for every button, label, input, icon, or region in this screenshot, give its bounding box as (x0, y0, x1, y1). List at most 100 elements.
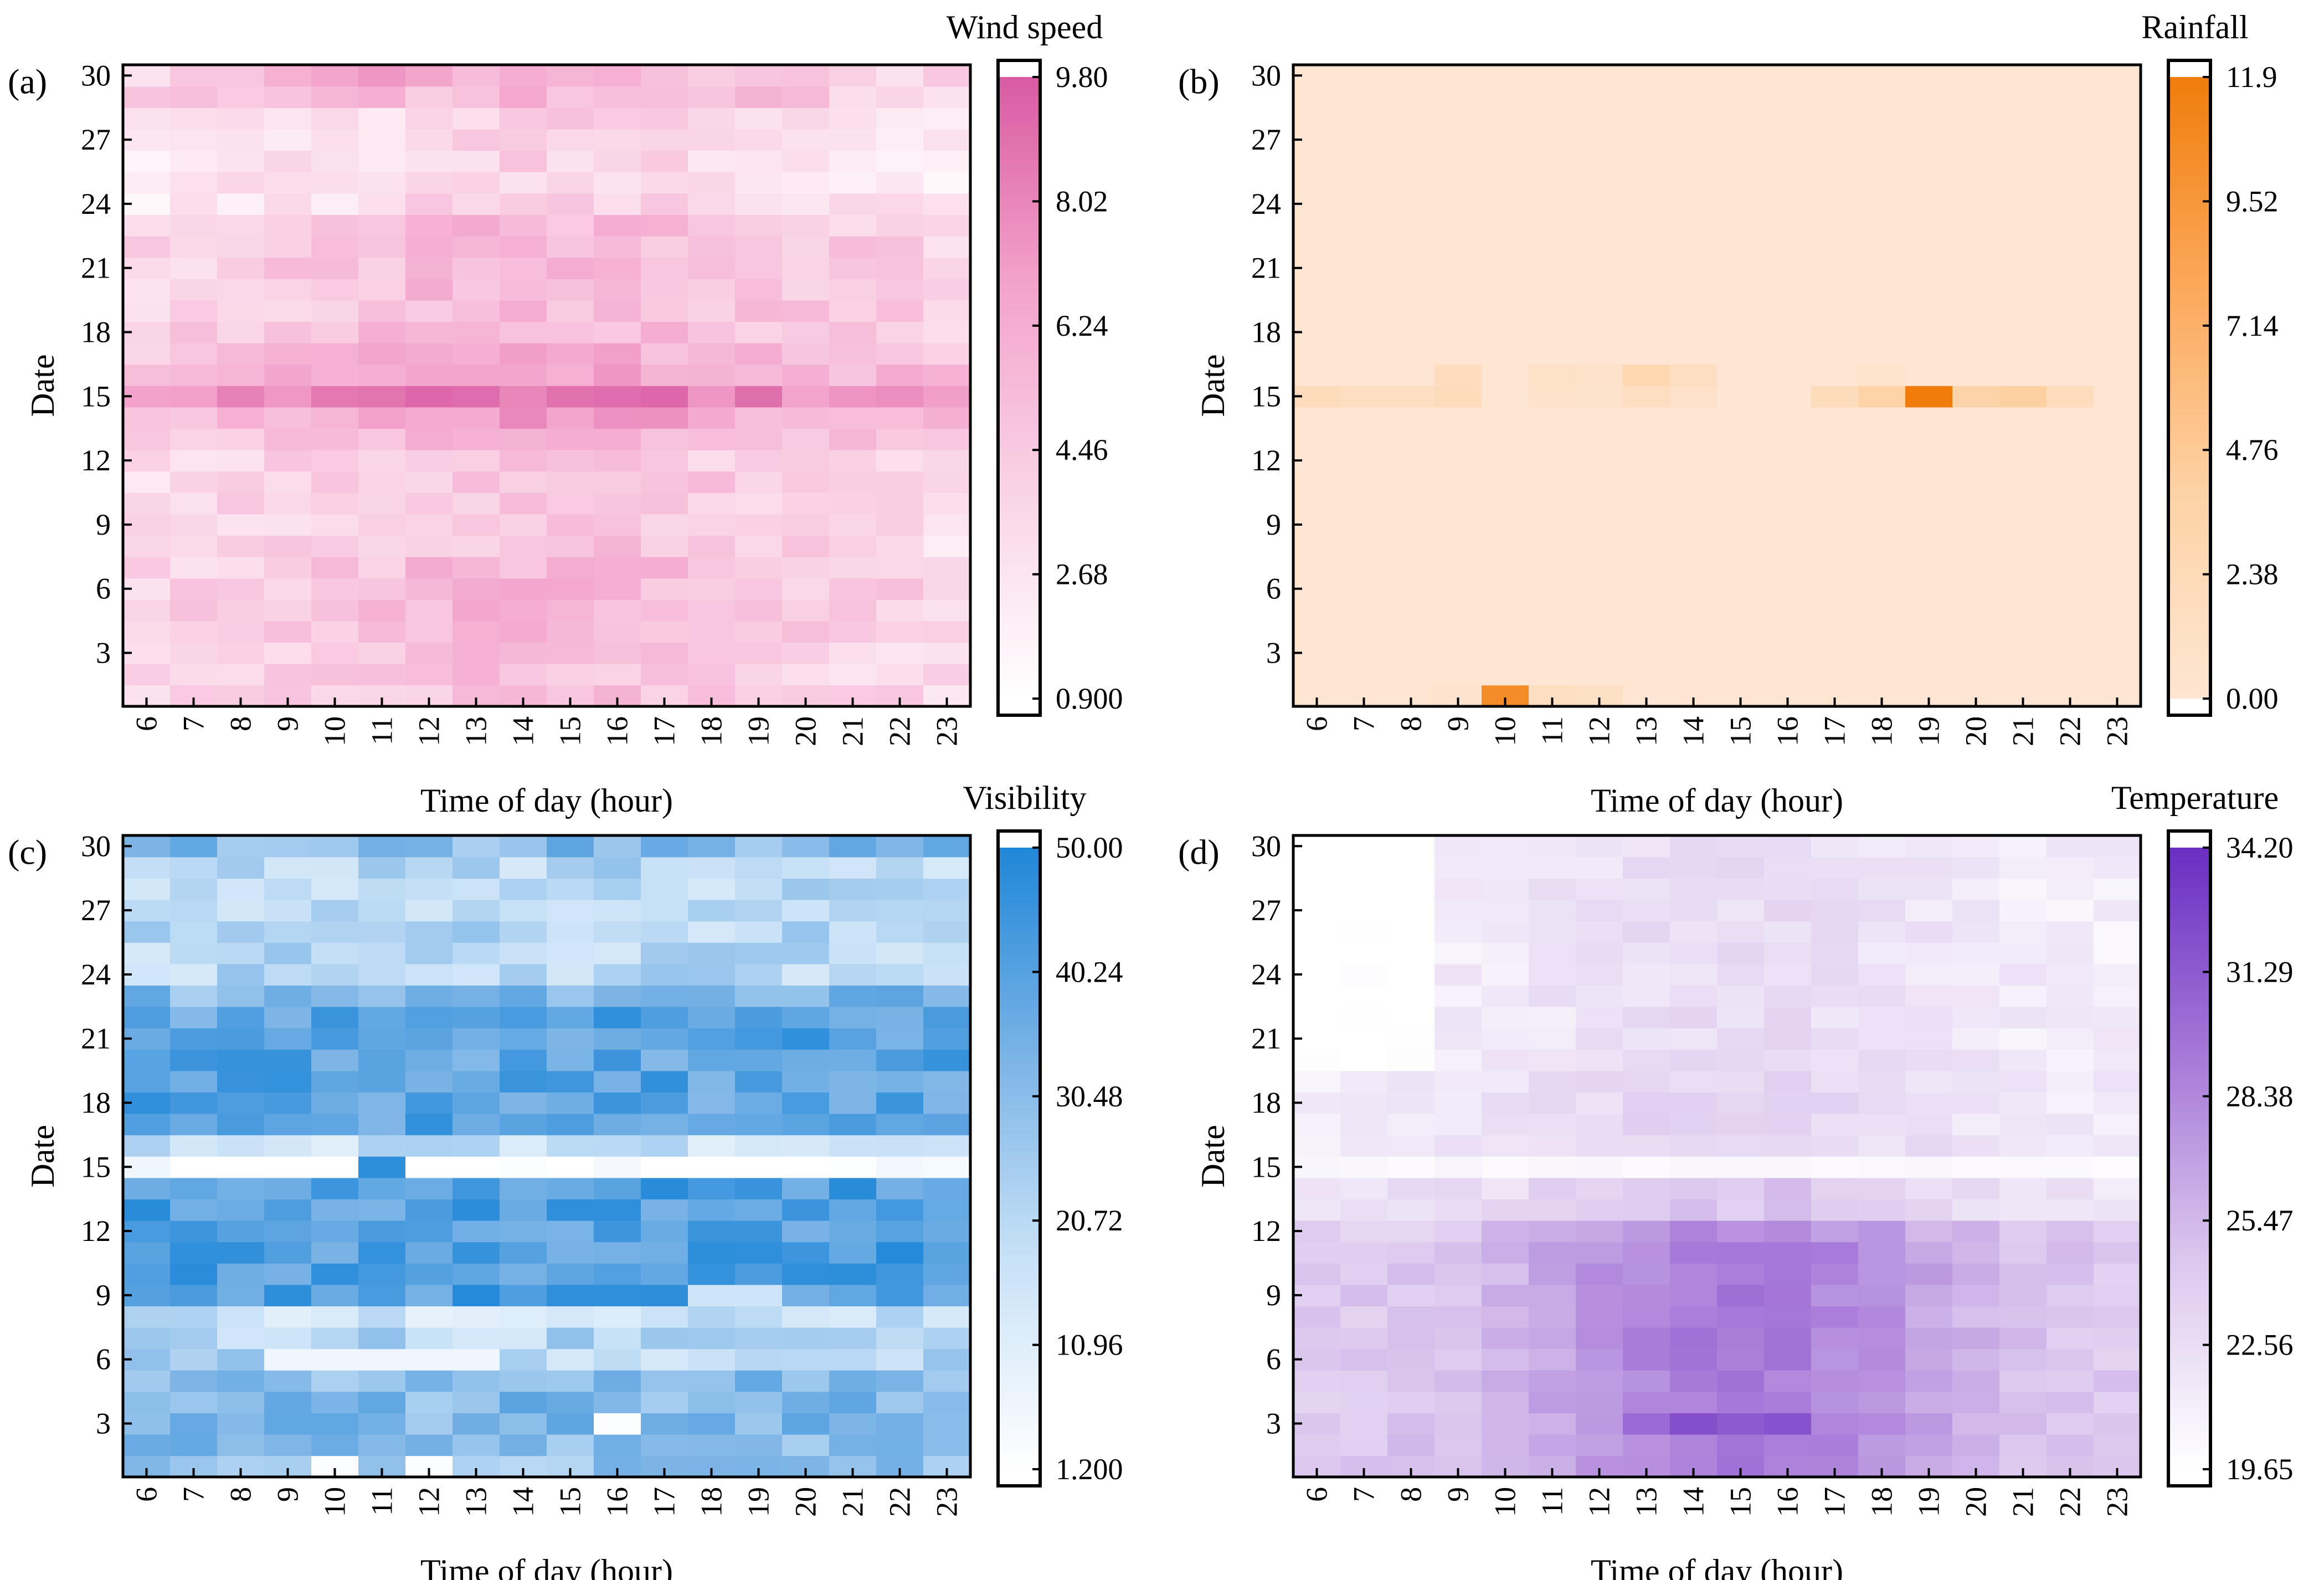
heatmap-cell (735, 172, 783, 194)
heatmap-cell (264, 471, 312, 493)
heatmap-cell (1576, 471, 1623, 493)
heatmap-cell (735, 1413, 783, 1435)
heatmap-cell (311, 193, 359, 215)
heatmap-cell (1340, 1220, 1388, 1243)
heatmap-cell (1717, 578, 1765, 600)
heatmap-cell (217, 172, 265, 194)
heatmap-cell (594, 514, 641, 536)
heatmap-cell (876, 449, 924, 472)
heatmap-cell (735, 321, 783, 343)
heatmap-cell (923, 1284, 971, 1306)
heatmap-cell (1434, 642, 1482, 664)
heatmap-cell (1623, 1135, 1670, 1157)
heatmap-cell (1670, 1263, 1718, 1285)
heatmap-cell (1387, 1306, 1435, 1328)
heatmap-cell (170, 1220, 218, 1243)
heatmap-cell (1293, 300, 1341, 322)
heatmap-cell (1623, 449, 1670, 472)
heatmap-cell (1576, 1156, 1623, 1178)
heatmap-cell (1670, 257, 1718, 279)
heatmap-cell (547, 899, 594, 922)
heatmap-cell (876, 1434, 924, 1456)
heatmap-cell (1952, 449, 2000, 472)
heatmap-cell (1670, 493, 1718, 515)
heatmap-cell (405, 1092, 453, 1114)
heatmap-cell (1952, 257, 2000, 279)
heatmap-cell (2047, 1284, 2094, 1306)
heatmap-cell (500, 1006, 547, 1029)
heatmap-cell (1764, 1220, 1812, 1243)
heatmap-cell (311, 921, 359, 943)
heatmap-cell (500, 1413, 547, 1435)
heatmap-cell (829, 300, 877, 322)
heatmap-cell (1434, 1070, 1482, 1092)
heatmap-cell (217, 257, 265, 279)
heatmap-cell (688, 342, 736, 365)
heatmap-cell (405, 428, 453, 450)
colorbar-gradient (998, 77, 1040, 699)
heatmap-cell (829, 856, 877, 879)
heatmap-cell (1999, 342, 2047, 365)
heatmap-cell (358, 65, 406, 87)
heatmap-cell (829, 1220, 877, 1243)
heatmap-cell (217, 535, 265, 557)
y-tick-label: 6 (1266, 572, 1281, 606)
heatmap-cell (1670, 1413, 1718, 1435)
heatmap-cell (453, 663, 500, 686)
heatmap-cell (500, 407, 547, 429)
heatmap-cell (170, 942, 218, 965)
heatmap-cell (123, 493, 171, 515)
heatmap-cell (311, 1006, 359, 1029)
heatmap-cell (1764, 1327, 1812, 1350)
heatmap-cell (1340, 1177, 1388, 1199)
heatmap-cell (641, 129, 688, 151)
axes-frame (121, 63, 972, 708)
heatmap-cell (311, 1434, 359, 1456)
heatmap-cell (1764, 214, 1812, 237)
heatmap-cell (1434, 921, 1482, 943)
heatmap-cell (735, 129, 783, 151)
heatmap-cell (1529, 214, 1576, 237)
heatmap-cell (876, 1199, 924, 1221)
heatmap-cell (641, 556, 688, 579)
heatmap-cell (1387, 1070, 1435, 1092)
heatmap-cell (1529, 1028, 1576, 1050)
heatmap-cell (1529, 449, 1576, 472)
heatmap-cell (1623, 1263, 1670, 1285)
heatmap-cell (688, 1135, 736, 1157)
heatmap-cell (1623, 493, 1670, 515)
heatmap-cell (1623, 471, 1670, 493)
heatmap-cell (1482, 578, 1529, 600)
heatmap-cell (594, 921, 641, 943)
heatmap-cell (358, 1156, 406, 1178)
heatmap-cell (688, 428, 736, 450)
x-tick-label: 23 (930, 716, 964, 746)
heatmap-cell (1576, 1135, 1623, 1157)
axes-frame (121, 834, 972, 1479)
heatmap-cell (641, 1434, 688, 1456)
heatmap-cell (358, 257, 406, 279)
heatmap-cell (1905, 1156, 1953, 1178)
heatmap-cell (1717, 642, 1765, 664)
y-tick-label: 18 (81, 1086, 111, 1120)
heatmap-cell (829, 129, 877, 151)
heatmap-cell (782, 514, 830, 536)
heatmap-cell (405, 321, 453, 343)
heatmap-cell (688, 1284, 736, 1306)
heatmap-cell (1623, 407, 1670, 429)
x-axis-title: Time of day (hour) (1591, 782, 1843, 819)
heatmap-cell (1576, 514, 1623, 536)
heatmap-cell (170, 214, 218, 237)
heatmap-cell (405, 1434, 453, 1456)
heatmap-cell (1529, 1306, 1576, 1328)
heatmap-cell (2094, 321, 2141, 343)
heatmap-cell (1482, 835, 1529, 858)
y-tick-label: 21 (81, 252, 111, 285)
heatmap-cell (1811, 1070, 1859, 1092)
heatmap-cell (876, 1006, 924, 1029)
heatmap-cell (641, 1199, 688, 1221)
heatmap-cell (1434, 321, 1482, 343)
heatmap-cell (1340, 963, 1388, 986)
heatmap-cell (1717, 1049, 1765, 1071)
heatmap-cell (1482, 449, 1529, 472)
